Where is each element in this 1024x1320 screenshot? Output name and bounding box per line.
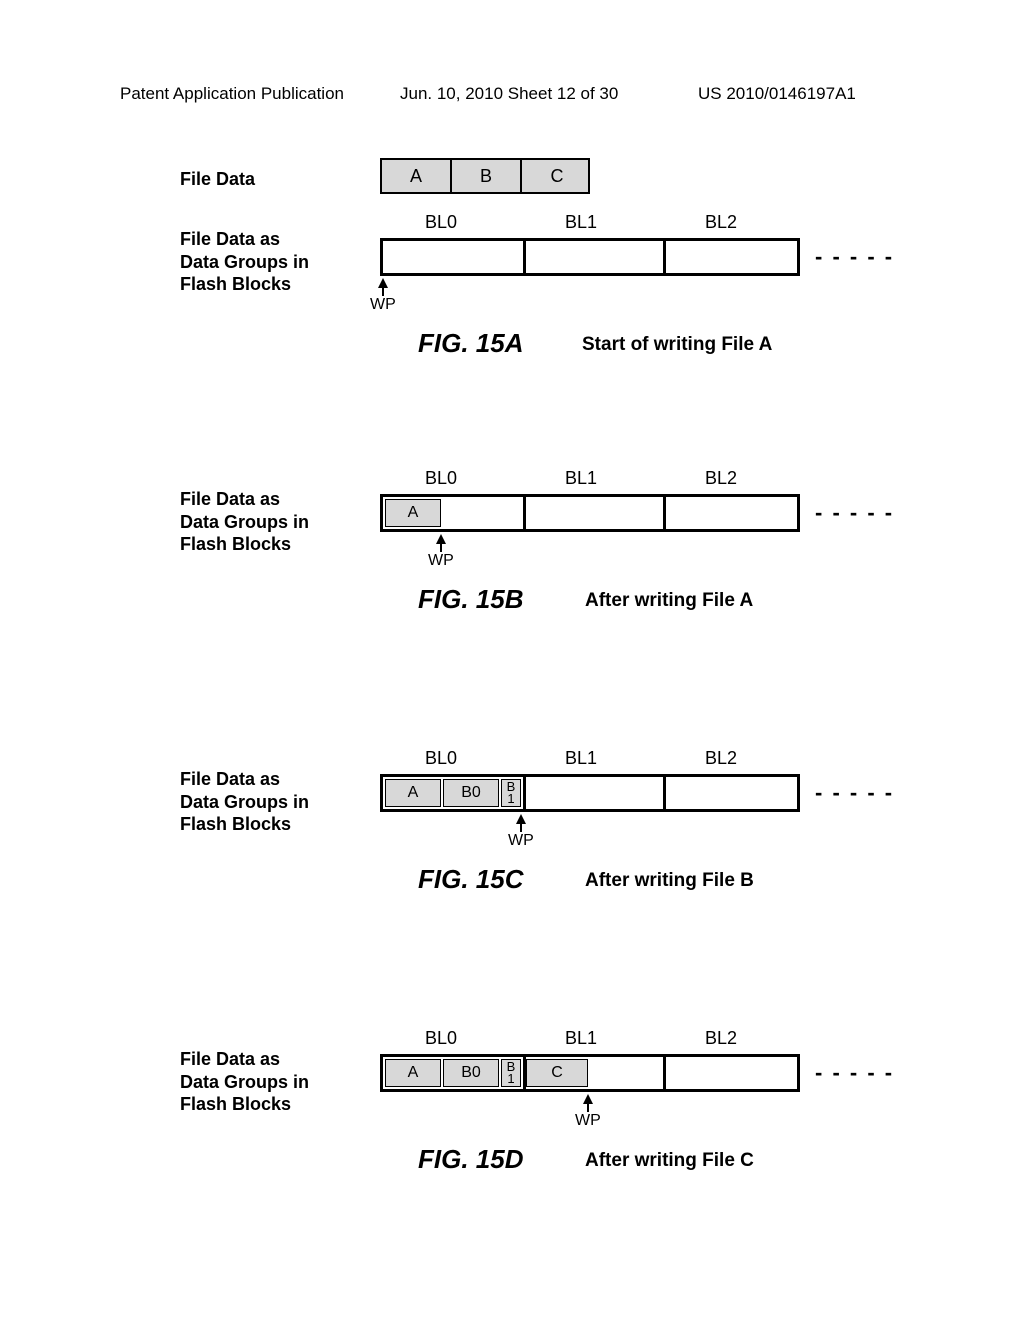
fig-label-b: FIG. 15B	[418, 584, 523, 615]
sep-b-2	[663, 497, 666, 529]
fig-caption-c: After writing File B	[585, 870, 754, 892]
bl2-b: BL2	[705, 468, 737, 489]
seg-b-a: A	[385, 499, 441, 527]
bl0-a: BL0	[425, 212, 457, 233]
bl0-d: BL0	[425, 1028, 457, 1049]
sep-d-2	[663, 1057, 666, 1089]
fig-caption-d: After writing File C	[585, 1150, 754, 1172]
wp-label-a: WP	[370, 296, 396, 313]
wp-label-d: WP	[575, 1112, 601, 1129]
bl2-d: BL2	[705, 1028, 737, 1049]
blocks-c: A B0 B 1	[380, 774, 800, 812]
seg-d-a: A	[385, 1059, 441, 1087]
panel-15c: File Data as Data Groups in Flash Blocks…	[0, 740, 1024, 960]
fig-label-d: FIG. 15D	[418, 1144, 523, 1175]
wp-label-c: WP	[508, 832, 534, 849]
file-data-strip: A B C	[380, 158, 590, 194]
wp-arrow-icon	[516, 814, 526, 824]
seg-c-b0: B0	[443, 779, 499, 807]
wp-label-b: WP	[428, 552, 454, 569]
sep-c-2	[663, 777, 666, 809]
bl1-d: BL1	[565, 1028, 597, 1049]
bl1-a: BL1	[565, 212, 597, 233]
dots-c: - - - - -	[815, 780, 894, 806]
wp-a: WP	[370, 278, 396, 314]
seg-d-c: C	[526, 1059, 588, 1087]
file-cell-c: C	[522, 160, 592, 192]
dots-d: - - - - -	[815, 1060, 894, 1086]
bl0-b: BL0	[425, 468, 457, 489]
fig-label-c: FIG. 15C	[418, 864, 523, 895]
patent-page: Patent Application Publication Jun. 10, …	[0, 0, 1024, 1320]
bl1-b: BL1	[565, 468, 597, 489]
sep-a-2	[663, 241, 666, 273]
sep-a-1	[523, 241, 526, 273]
bl2-c: BL2	[705, 748, 737, 769]
seg-c-a: A	[385, 779, 441, 807]
bl0-c: BL0	[425, 748, 457, 769]
fig-caption-b: After writing File A	[585, 590, 753, 612]
label-groups-a: File Data as Data Groups in Flash Blocks	[180, 228, 309, 296]
header-left: Patent Application Publication	[120, 84, 344, 104]
file-cell-a: A	[382, 160, 452, 192]
header-mid: Jun. 10, 2010 Sheet 12 of 30	[400, 84, 618, 104]
label-file-data: File Data	[180, 168, 255, 191]
wp-stem	[520, 824, 522, 832]
seg-d-b1: B 1	[501, 1059, 521, 1087]
label-groups-c: File Data as Data Groups in Flash Blocks	[180, 768, 309, 836]
wp-stem	[382, 288, 384, 296]
blocks-b: A	[380, 494, 800, 532]
sep-b-1	[523, 497, 526, 529]
wp-stem	[440, 544, 442, 552]
wp-arrow-icon	[583, 1094, 593, 1104]
seg-c-b1: B 1	[501, 779, 521, 807]
fig-caption-a: Start of writing File A	[582, 334, 772, 356]
bl2-a: BL2	[705, 212, 737, 233]
panel-15a: File Data A B C File Data as Data Groups…	[0, 150, 1024, 400]
wp-c: WP	[508, 814, 534, 850]
file-cell-b: B	[452, 160, 522, 192]
wp-d: WP	[575, 1094, 601, 1130]
label-groups-d: File Data as Data Groups in Flash Blocks	[180, 1048, 309, 1116]
bl1-c: BL1	[565, 748, 597, 769]
label-groups-b: File Data as Data Groups in Flash Blocks	[180, 488, 309, 556]
panel-15d: File Data as Data Groups in Flash Blocks…	[0, 1020, 1024, 1240]
panel-15b: File Data as Data Groups in Flash Blocks…	[0, 460, 1024, 680]
wp-b: WP	[428, 534, 454, 570]
wp-arrow-icon	[436, 534, 446, 544]
blocks-a	[380, 238, 800, 276]
fig-label-a: FIG. 15A	[418, 328, 523, 359]
wp-arrow-icon	[378, 278, 388, 288]
wp-stem	[587, 1104, 589, 1112]
header-right: US 2010/0146197A1	[698, 84, 856, 104]
dots-b: - - - - -	[815, 500, 894, 526]
seg-d-b0: B0	[443, 1059, 499, 1087]
sep-c-1	[523, 777, 526, 809]
dots-a: - - - - -	[815, 244, 894, 270]
blocks-d: A B0 B 1 C	[380, 1054, 800, 1092]
